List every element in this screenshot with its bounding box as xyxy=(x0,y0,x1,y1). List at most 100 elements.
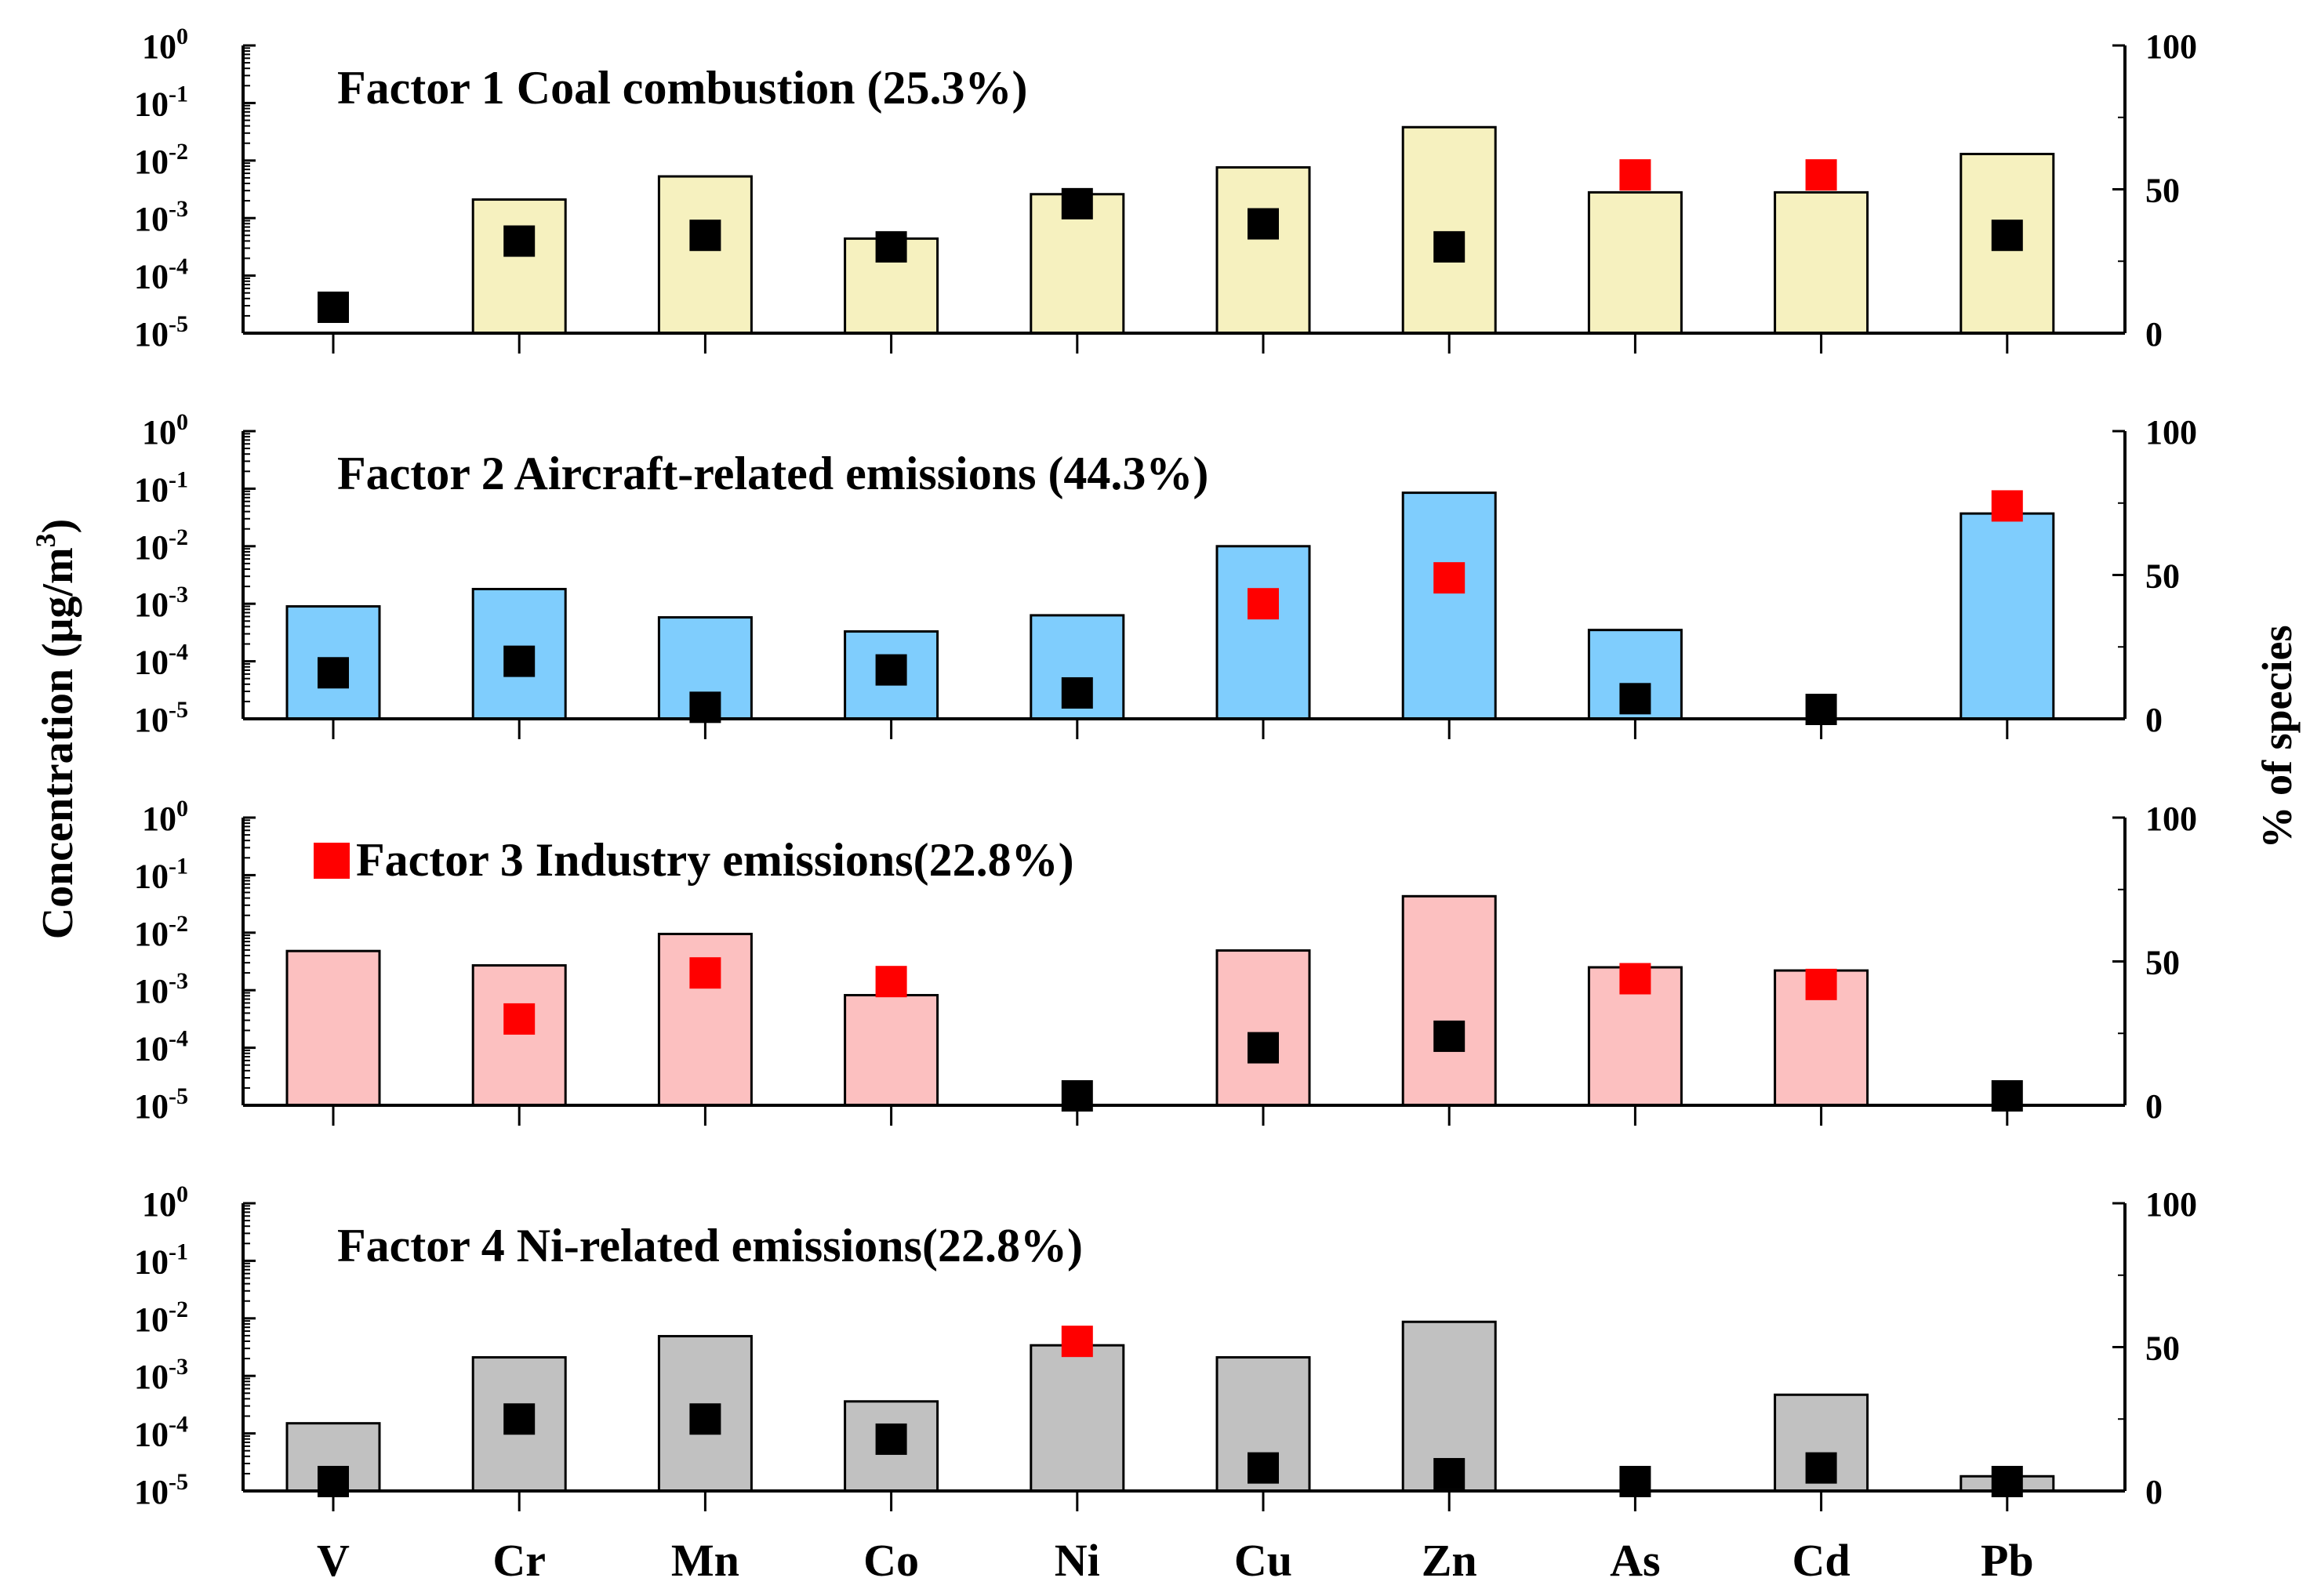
conc-bar-Cd xyxy=(1774,190,1869,335)
y-left-tick-label: 10-4 xyxy=(134,1412,188,1454)
pct-marker-Cu xyxy=(1248,1032,1279,1064)
conc-bar-Cr xyxy=(471,198,567,335)
conc-bar-Cu xyxy=(1215,166,1311,335)
pct-marker-Pb xyxy=(1991,490,2023,522)
y-right-tick-label: 0 xyxy=(2145,1473,2163,1511)
conc-bar-Zn xyxy=(1401,491,1497,720)
pct-marker-Co xyxy=(875,654,907,686)
y-left-tick-label: 10-3 xyxy=(134,196,188,238)
pct-marker-Cr xyxy=(503,1403,536,1435)
y-left-tick-label: 10-5 xyxy=(134,311,188,354)
y-left-tick-label: 10-1 xyxy=(134,466,188,509)
y-right-tick-label: 100 xyxy=(2145,1185,2197,1224)
panel-title: Factor 1 Coal combustion (25.3%) xyxy=(337,62,1028,114)
y-left-tick-label: 10-5 xyxy=(134,1469,188,1511)
pct-marker-Co xyxy=(875,1423,907,1455)
y-left-tick-label: 10-3 xyxy=(134,1354,188,1396)
conc-bar-Pb xyxy=(1960,512,2055,720)
pct-marker-Cr xyxy=(503,645,536,677)
y-left-tick-label: 10-2 xyxy=(134,911,188,953)
conc-bar-Mn xyxy=(657,1335,753,1493)
pct-marker-Co xyxy=(875,966,907,998)
panel-title: Factor 3 Industry emissions(22.8%) xyxy=(356,834,1074,886)
y-right-axis-label: % of species xyxy=(2254,626,2301,849)
pct-marker-Cd xyxy=(1805,159,1837,191)
y-left-tick-label: 10-3 xyxy=(134,582,188,624)
y-left-tick-label: 10-5 xyxy=(134,1083,188,1126)
y-left-tick-label: 10-4 xyxy=(134,640,188,682)
x-category-label: Mn xyxy=(671,1535,739,1586)
y-right-tick-label: 50 xyxy=(2145,172,2180,210)
pct-marker-Cr xyxy=(503,1003,536,1035)
pct-marker-Mn xyxy=(689,219,721,252)
y-left-tick-label: 100 xyxy=(142,24,188,66)
pct-marker-Ni xyxy=(1061,676,1093,709)
factor-panels: 100 10-1 10-2 10-3 10-4 10-5 100 50 0 Factor 1 Co… xyxy=(134,24,2197,1586)
pct-marker-Cu xyxy=(1248,208,1279,240)
y-left-tick-label: 10-2 xyxy=(134,524,188,567)
y-left-tick-label: 10-4 xyxy=(134,1026,188,1068)
pct-marker-Cr xyxy=(503,225,536,257)
y-left-tick-label: 10-2 xyxy=(134,1297,188,1339)
pct-marker-Cu xyxy=(1248,588,1279,620)
y-right-tick-label: 100 xyxy=(2145,413,2197,452)
pct-marker-As xyxy=(1619,159,1651,191)
conc-bar-Zn xyxy=(1401,894,1497,1107)
pct-marker-Zn xyxy=(1433,230,1466,263)
x-category-label: Zn xyxy=(1422,1535,1477,1586)
conc-bar-As xyxy=(1587,190,1683,335)
pct-marker-Ni xyxy=(1061,187,1093,219)
factor-panel-2: 100 10-1 10-2 10-3 10-4 10-5 100 50 0 Factor 2 Ai… xyxy=(134,409,2197,739)
pct-marker-Mn xyxy=(689,957,721,989)
y-right-tick-label: 50 xyxy=(2145,1329,2180,1368)
y-left-tick-label: 10-1 xyxy=(134,853,188,895)
pct-marker-Pb xyxy=(1991,219,2023,252)
y-right-tick-label: 0 xyxy=(2145,315,2163,354)
pct-marker-V xyxy=(318,291,349,323)
x-category-label: As xyxy=(1610,1535,1660,1586)
conc-bar-Cu xyxy=(1215,949,1311,1107)
pct-marker-As xyxy=(1619,963,1651,995)
y-left-tick-label: 10-1 xyxy=(134,1239,188,1281)
panel-title: Factor 2 Aircraft-related emissions (44.… xyxy=(337,448,1208,499)
y-left-tick-label: 10-1 xyxy=(134,81,188,123)
y-right-tick-label: 100 xyxy=(2145,27,2197,66)
pct-marker-Mn xyxy=(689,1403,721,1435)
pct-marker-Zn xyxy=(1433,562,1466,594)
x-category-label: V xyxy=(317,1535,350,1586)
y-left-tick-label: 100 xyxy=(142,409,188,452)
pct-marker-Co xyxy=(875,230,907,263)
pct-marker-Zn xyxy=(1433,1457,1466,1489)
pct-marker-Cu xyxy=(1248,1452,1279,1484)
y-right-tick-label: 50 xyxy=(2145,944,2180,982)
y-right-tick-label: 50 xyxy=(2145,557,2180,596)
factor-panel-4: 100 10-1 10-2 10-3 10-4 10-5 100 50 0 Factor 4 Ni… xyxy=(134,1181,2197,1586)
conc-bar-Zn xyxy=(1401,125,1497,335)
conc-bar-Co xyxy=(844,994,939,1107)
y-left-tick-label: 100 xyxy=(142,1181,188,1224)
y-left-tick-label: 10-4 xyxy=(134,254,188,296)
legend-swatch xyxy=(314,843,350,879)
pct-marker-Ni xyxy=(1061,1326,1093,1358)
conc-bar-Cu xyxy=(1215,545,1311,720)
x-category-label: Cd xyxy=(1792,1535,1851,1586)
y-right-tick-label: 0 xyxy=(2145,1087,2163,1126)
y-left-tick-label: 10-5 xyxy=(134,697,188,739)
pct-marker-As xyxy=(1619,683,1651,715)
pct-marker-V xyxy=(318,657,349,689)
pct-marker-Cd xyxy=(1805,1452,1837,1484)
x-category-label: Cr xyxy=(492,1535,546,1586)
factor-panel-1: 100 10-1 10-2 10-3 10-4 10-5 100 50 0 Factor 1 Co… xyxy=(134,24,2197,354)
pct-marker-Cd xyxy=(1805,968,1837,1000)
x-category-label: Ni xyxy=(1055,1535,1100,1586)
conc-bar-Mn xyxy=(657,175,753,335)
conc-bar-Cr xyxy=(471,964,567,1107)
conc-bar-V xyxy=(285,949,381,1107)
x-category-label: Cu xyxy=(1234,1535,1292,1586)
y-left-tick-label: 10-3 xyxy=(134,968,188,1010)
y-left-tick-label: 10-2 xyxy=(134,139,188,181)
y-left-axis-label: Concentration (μg/m3) xyxy=(30,519,82,940)
y-right-tick-label: 100 xyxy=(2145,800,2197,838)
panel-title: Factor 4 Ni-related emissions(22.8%) xyxy=(337,1220,1083,1271)
